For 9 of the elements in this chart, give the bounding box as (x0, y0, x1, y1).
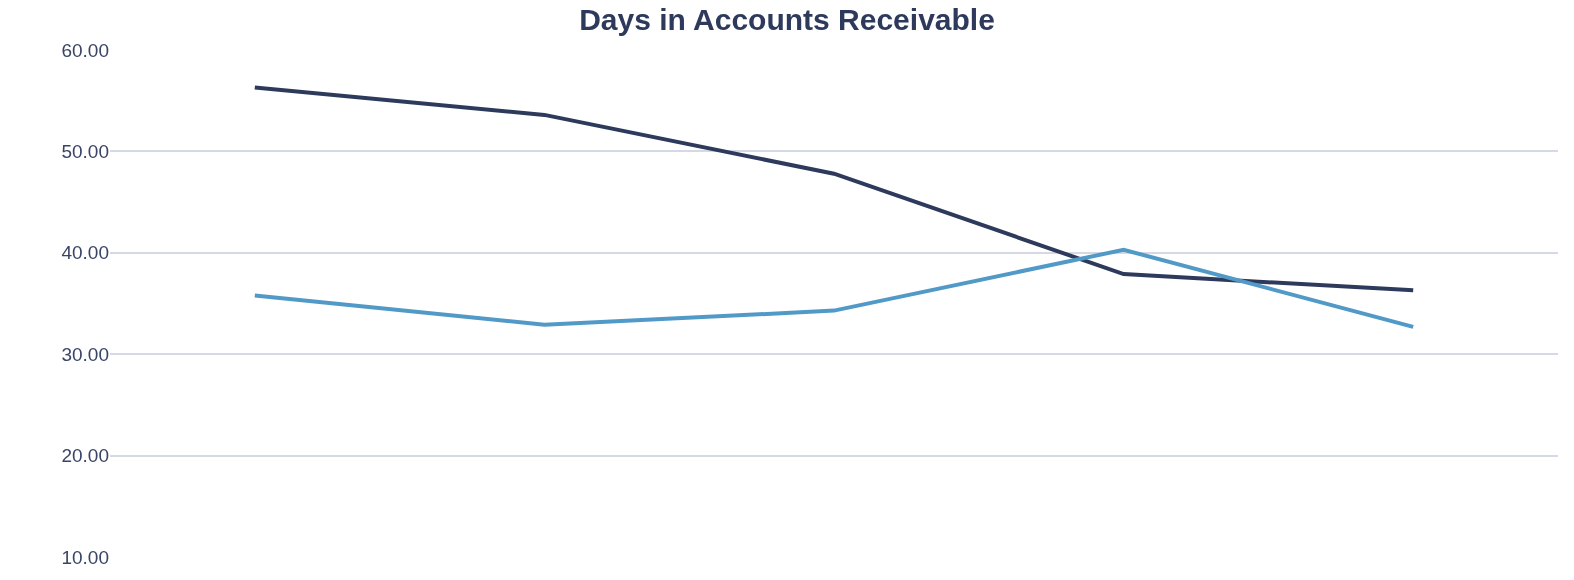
chart-title: Days in Accounts Receivable (579, 2, 995, 36)
y-tick-label: 50.00 (61, 141, 109, 163)
y-tick-label: 20.00 (61, 445, 109, 467)
y-tick-label: 30.00 (61, 343, 109, 365)
y-tick-label: 40.00 (61, 242, 109, 264)
line-series (252, 247, 1416, 329)
y-tick-label: 10.00 (61, 546, 109, 568)
y-tick-label: 60.00 (61, 39, 109, 61)
line-series (252, 85, 1416, 293)
